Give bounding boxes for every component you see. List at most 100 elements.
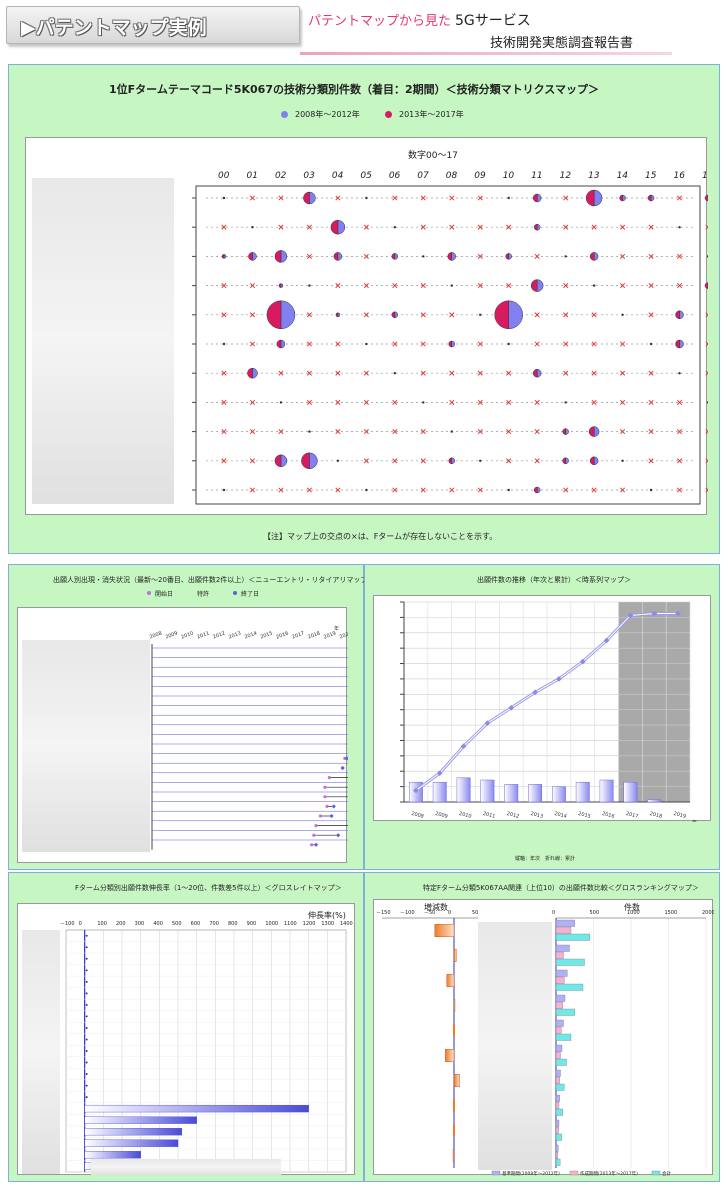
matrix-absent-cross — [563, 370, 569, 376]
matrix-column-label: 11 — [531, 171, 542, 181]
matrix-small-dot — [308, 284, 311, 287]
ranking-bar-period2 — [555, 926, 572, 934]
growth-caption-blurred — [91, 1159, 281, 1175]
entry-end-marker — [336, 833, 341, 838]
matrix-column-label: 09 — [474, 171, 486, 181]
report-title: 技術開発実態調査報告書 — [490, 36, 634, 51]
matrix-bubble-period1 — [508, 300, 523, 330]
matrix-small-dot — [279, 401, 283, 404]
entry-end-marker — [331, 804, 336, 809]
matrix-small-dot — [507, 196, 510, 200]
matrix-absent-cross — [449, 312, 455, 318]
matrix-small-dot — [564, 255, 567, 258]
matrix-absent-cross — [506, 458, 512, 464]
timeseries-year-label: 2008 — [411, 811, 425, 820]
matrix-bubble-period2 — [647, 194, 652, 202]
timeseries-plot: 2008 2009 2010 2011 2012 2013 2014 2015 2016 2017… — [400, 601, 697, 822]
matrix-absent-cross — [534, 429, 540, 435]
matrix-bubble-period2 — [534, 486, 538, 494]
matrix-absent-cross — [591, 487, 597, 493]
matrix-bubble-period2 — [675, 310, 680, 320]
timeseries-title: 出願件数の推移（年次と累計）＜時系列マップ＞ — [477, 576, 631, 584]
matrix-bubble-period2 — [330, 219, 339, 235]
matrix-small-dot — [507, 342, 510, 346]
matrix-absent-cross — [705, 312, 708, 318]
matrix-absent-cross — [306, 399, 312, 405]
matrix-absent-cross — [676, 399, 683, 405]
timeseries-bar — [504, 784, 519, 803]
growth-tick-label: 1300 — [321, 921, 334, 927]
matrix-bubble-period2 — [619, 194, 623, 202]
growth-rate-title: Fターム分類別出願件数伸長率（1～20位、件数差5件以上）＜グロスレイトマップ＞ — [75, 884, 342, 892]
matrix-absent-cross — [249, 283, 256, 289]
growth-zero-marker — [85, 1015, 88, 1018]
matrix-bubble-period1 — [650, 194, 655, 202]
matrix-absent-cross — [249, 429, 256, 435]
legend-period1-label: 2008年～2012年 — [295, 110, 360, 119]
matrix-small-dot — [422, 401, 425, 404]
matrix-small-dot — [222, 342, 226, 346]
matrix-column-label: 08 — [446, 171, 458, 181]
growth-tick-label: 200 — [116, 921, 126, 927]
ranking-bar-period2 — [555, 951, 564, 959]
ranking-bar-period1 — [555, 944, 570, 952]
ranking-plot: －150 －100 －50 0 50 0 500 1000 1500 2000基準期間(2008年… — [376, 910, 714, 1176]
matrix-bubble-period2 — [301, 452, 310, 470]
diff-tick-label: －150 — [376, 910, 391, 916]
matrix-absent-cross — [477, 283, 483, 289]
matrix-small-dot — [678, 372, 681, 375]
matrix-absent-cross — [306, 224, 312, 230]
page-title: ▶パテントマップ実例 — [21, 17, 207, 39]
matrix-absent-cross — [449, 399, 455, 405]
matrix-small-dot — [706, 401, 708, 404]
entry-year-label: 2013 — [228, 631, 242, 641]
timeseries-bar — [575, 781, 590, 803]
matrix-bubble-period2 — [335, 312, 339, 318]
matrix-column-label: 02 — [275, 171, 287, 181]
matrix-absent-cross — [335, 487, 341, 493]
matrix-bubble-period2 — [248, 252, 253, 261]
diff-tick-label: 0 — [448, 910, 451, 916]
ranking-bar-period2 — [555, 976, 565, 984]
matrix-absent-cross — [221, 429, 227, 435]
entry-year-label: 2020 — [339, 631, 348, 641]
growth-zero-marker — [85, 1050, 88, 1052]
matrix-absent-cross — [420, 370, 426, 376]
matrix-absent-cross — [420, 195, 426, 201]
fterm-labels-blurred — [22, 930, 60, 1174]
entry-start-marker — [327, 776, 331, 780]
matrix-small-dot — [365, 488, 368, 492]
entry-start-marker — [343, 756, 347, 760]
matrix-absent-cross — [648, 253, 654, 259]
matrix-bubble-period1 — [280, 454, 288, 468]
ranking-title: 特定Fターム分類5K067AA関連（上位10）の出願件数比較＜グロスランキングマ… — [423, 884, 699, 892]
growth-frame — [65, 929, 347, 1173]
diff-bar-zero — [453, 1099, 455, 1112]
entry-retire-title: 出願人別出現・消失状況（最新～20番目、出願件数2件以上）＜ニューエントリ・リタ… — [53, 576, 375, 584]
matrix-absent-cross — [335, 341, 341, 347]
entry-year-label: 2010 — [180, 631, 194, 641]
matrix-absent-cross — [221, 458, 227, 464]
timeseries-shaded-region — [618, 602, 690, 802]
growth-zero-marker — [85, 1096, 88, 1099]
matrix-bubble-period1 — [508, 253, 512, 260]
matrix-absent-cross — [534, 341, 540, 347]
matrix-absent-cross — [335, 195, 341, 201]
timeseries-point — [460, 743, 467, 750]
matrix-bubble-period2 — [274, 454, 282, 468]
growth-tick-label: 300 — [135, 921, 145, 927]
matrix-small-dot — [621, 313, 624, 316]
matrix-absent-cross — [534, 458, 540, 464]
ranking-bar-period1 — [555, 1019, 564, 1027]
matrix-column-label: 10 — [503, 171, 515, 181]
entry-retire-plot: 2008 2009 2010 2011 2012 2013 2014 2015 2016 2017… — [149, 625, 348, 850]
matrix-bubble-period1 — [593, 189, 603, 207]
entry-year-label: 2017 — [291, 631, 305, 641]
matrix-small-dot — [564, 401, 567, 404]
diff-bar — [453, 999, 456, 1012]
entry-start-marker — [325, 804, 329, 808]
growth-zero-marker — [85, 1026, 88, 1029]
growth-tick-label: 500 — [172, 921, 182, 927]
ranking-labels-blurred — [478, 922, 552, 1170]
matrix-small-dot — [422, 255, 425, 258]
